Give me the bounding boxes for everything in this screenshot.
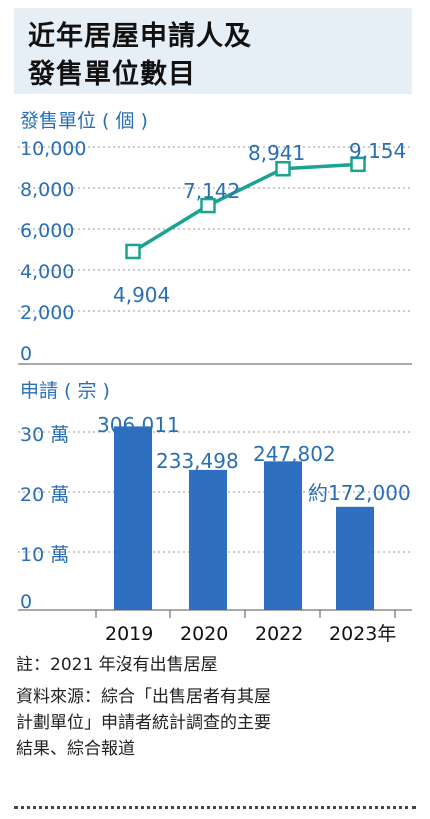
bar (189, 469, 227, 610)
bar (114, 426, 152, 610)
bar-value-label: 233,498 (156, 449, 239, 473)
line-y-tick-label: 2,000 (20, 302, 74, 324)
line-chart: 發售單位 ( 個 ) 10,000 8,000 6,000 4,000 2,000 0 4,9… (18, 110, 412, 365)
bar (336, 506, 374, 610)
bar-y-tick-label: 0 (20, 591, 32, 613)
line-y-tick-label: 0 (20, 343, 32, 365)
line-point (200, 197, 216, 214)
line-y-tick-label: 4,000 (20, 261, 74, 283)
line-value-label: 4,904 (113, 283, 170, 307)
line-point (350, 156, 366, 173)
source-line-1: 資料來源：綜合「出售居者有其屋 (16, 687, 271, 707)
bar-y-tick-label: 10 萬 (20, 544, 69, 566)
note: 註：2021 年沒有出售居屋 (16, 655, 218, 675)
x-category-label: 2019 (105, 623, 153, 645)
line-series (132, 162, 359, 253)
chart-title-line1: 近年居屋申請人及 (28, 21, 252, 52)
chart-title-line2: 發售單位數目 (28, 59, 196, 90)
bottom-divider (14, 806, 416, 809)
source-line-3: 結果、綜合報道 (16, 739, 135, 759)
bar-chart: 申請 ( 宗 ) 30 萬 20 萬 10 萬 0 306,011 233,498 247,8… (18, 380, 412, 645)
bar-y-tick-label: 20 萬 (20, 484, 69, 506)
line-y-tick-label: 6,000 (20, 220, 74, 242)
x-category-label: 2023年 (329, 623, 396, 645)
line-y-tick-label: 10,000 (20, 138, 86, 160)
line-point (125, 243, 141, 260)
bar (264, 461, 302, 610)
line-value-label: 9,154 (349, 139, 406, 163)
line-y-tick-label: 8,000 (20, 179, 74, 201)
title-box: 近年居屋申請人及 發售單位數目 (14, 8, 412, 94)
bar-value-label: 306,011 (97, 413, 180, 437)
line-y-axis-label: 發售單位 ( 個 ) (20, 110, 148, 132)
bar-value-label: 約172,000 (308, 481, 411, 505)
bar-value-label: 247,802 (253, 442, 336, 466)
bar-y-axis-label: 申請 ( 宗 ) (20, 380, 110, 402)
x-category-label: 2022 (255, 623, 303, 645)
line-value-label: 7,142 (183, 179, 240, 203)
line-value-label: 8,941 (248, 141, 305, 165)
bar-y-tick-label: 30 萬 (20, 424, 69, 446)
line-point (275, 160, 291, 177)
source-line-2: 計劃單位」申請者統計調查的主要 (16, 713, 271, 733)
x-category-label: 2020 (180, 623, 228, 645)
